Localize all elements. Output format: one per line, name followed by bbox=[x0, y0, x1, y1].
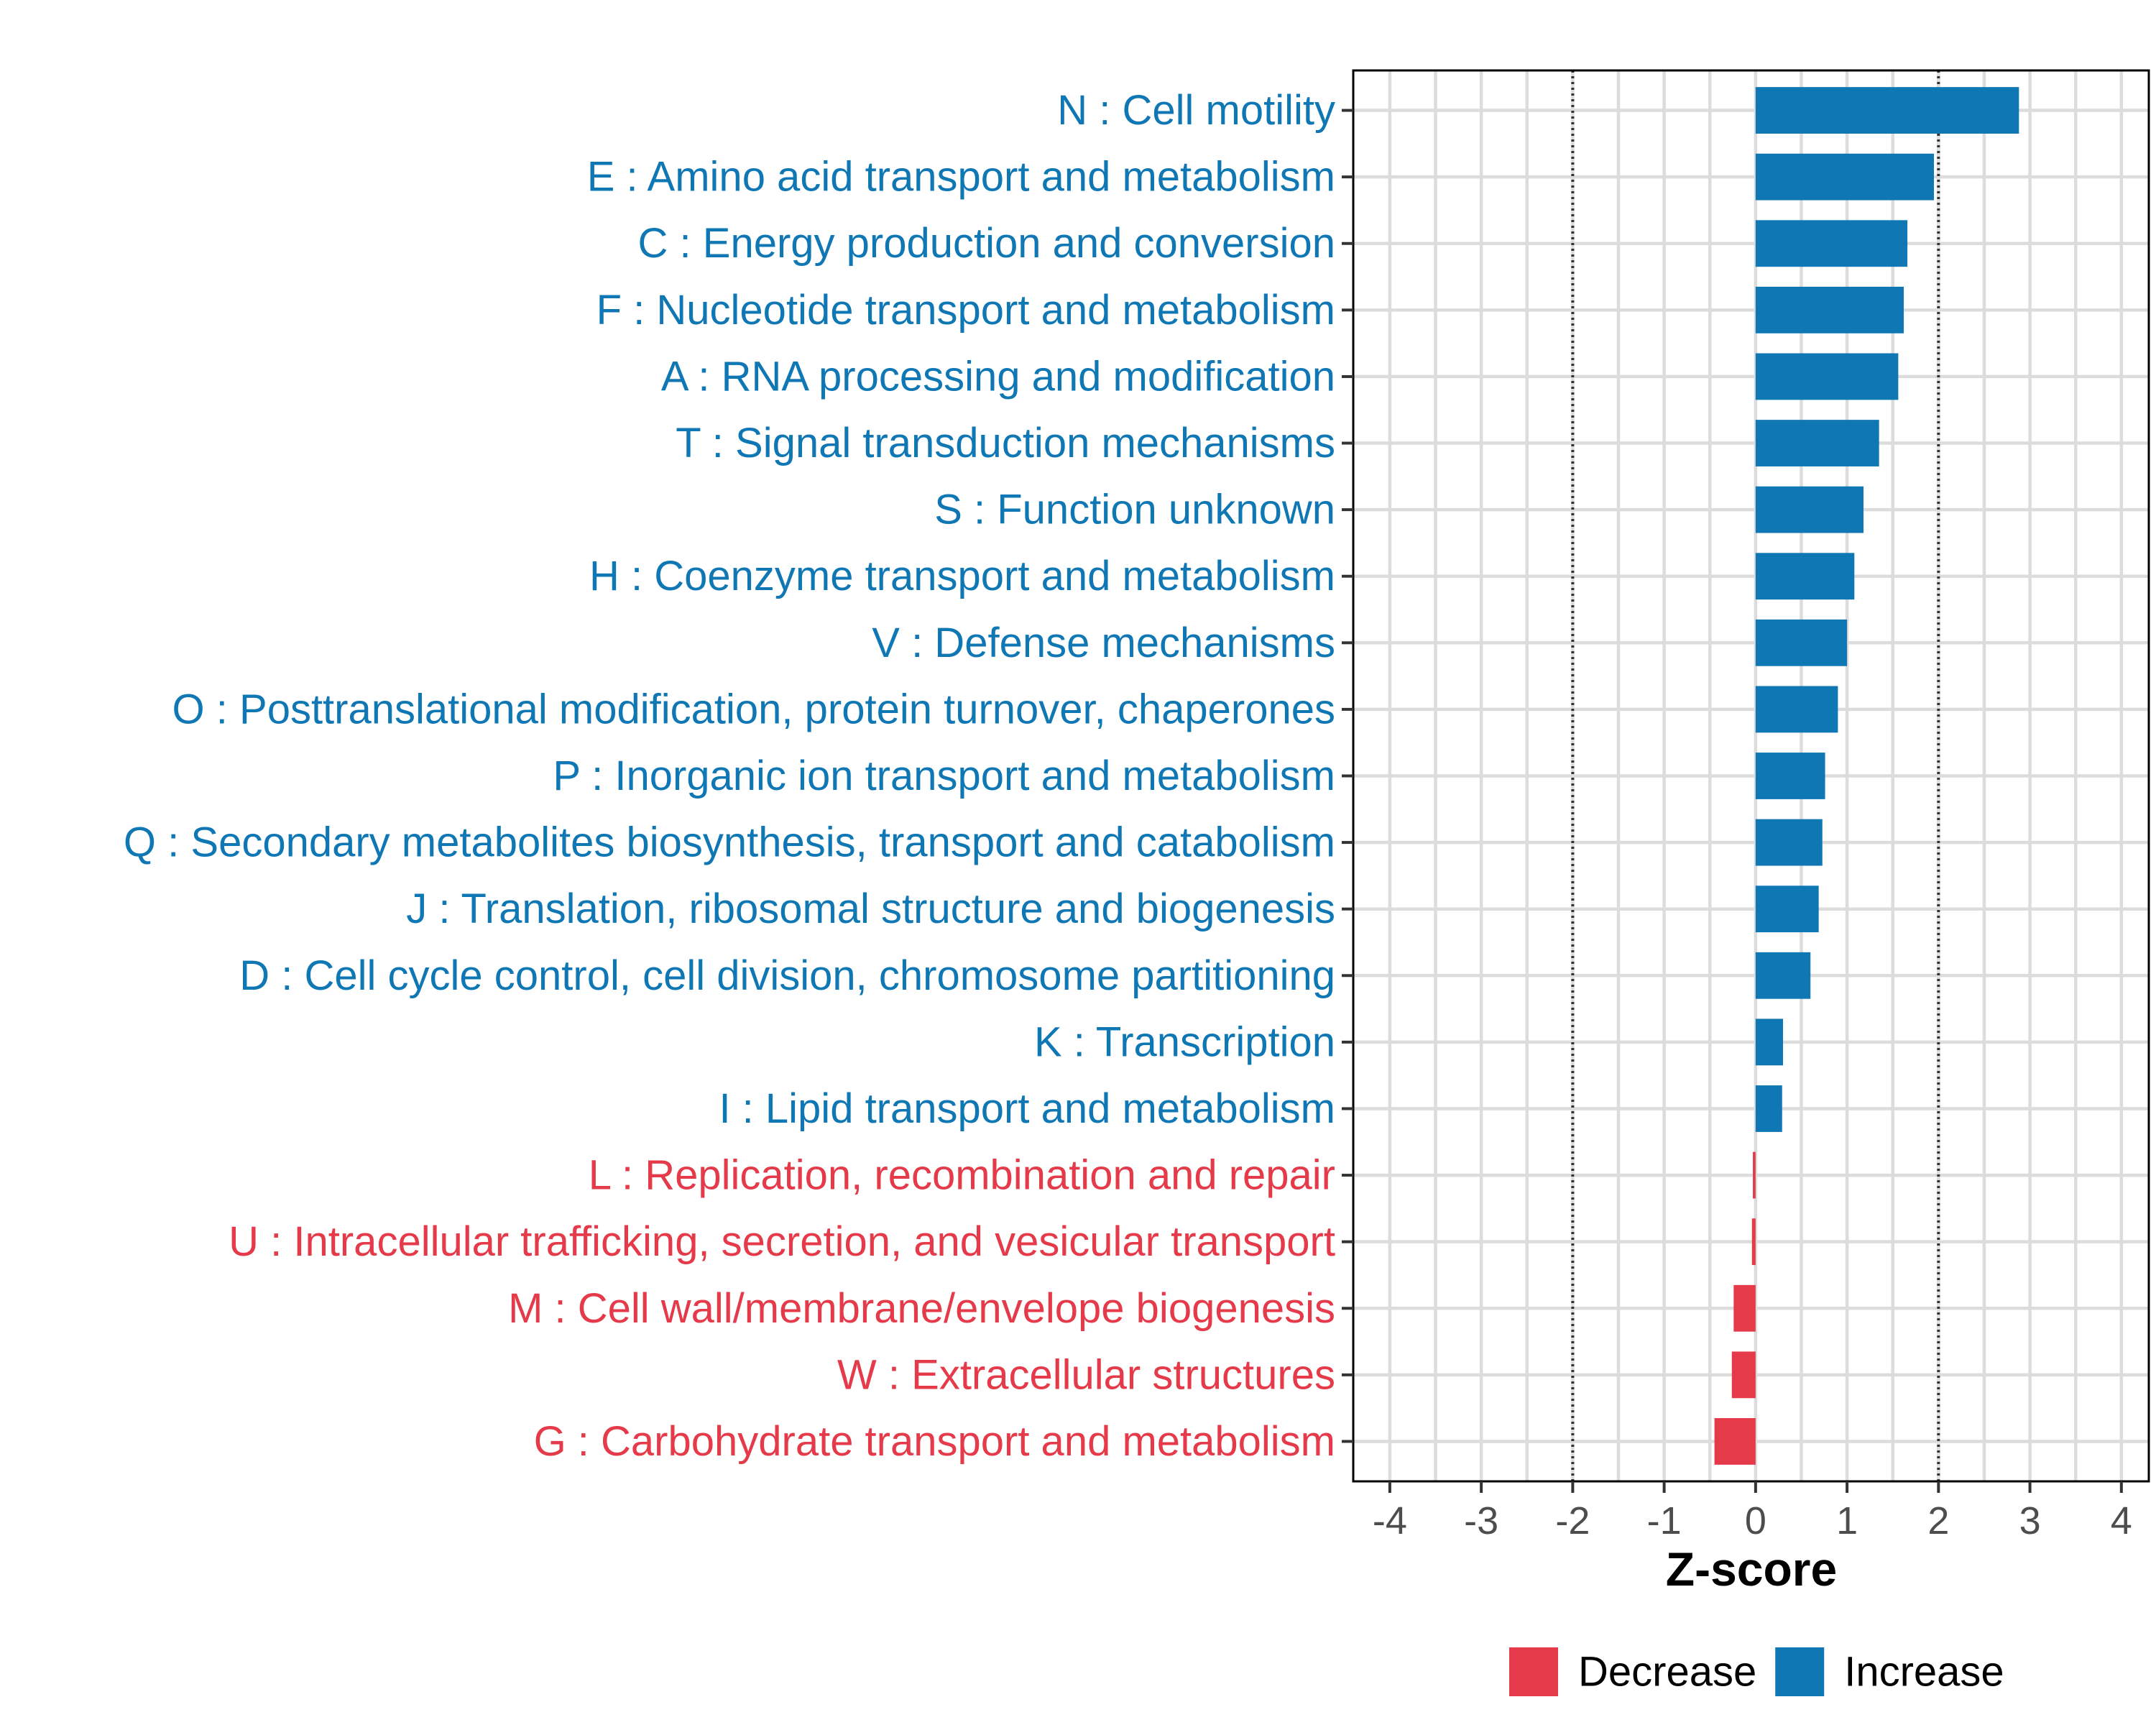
x-tick-label: -3 bbox=[1464, 1499, 1498, 1542]
bar bbox=[1755, 753, 1825, 799]
x-tick-label: 4 bbox=[2111, 1499, 2132, 1542]
bar bbox=[1755, 886, 1819, 933]
category-label: T : Signal transduction mechanisms bbox=[676, 420, 1335, 466]
bar bbox=[1755, 87, 2019, 134]
bar bbox=[1731, 1351, 1756, 1399]
x-tick-label: 1 bbox=[1836, 1499, 1858, 1542]
category-label: U : Intracellular trafficking, secretion… bbox=[229, 1218, 1335, 1265]
bar bbox=[1714, 1418, 1756, 1465]
category-label: I : Lipid transport and metabolism bbox=[719, 1085, 1335, 1132]
x-axis-title: Z-score bbox=[1666, 1542, 1837, 1596]
bar bbox=[1751, 1218, 1756, 1266]
bar bbox=[1755, 553, 1855, 600]
y-axis: N : Cell motility E : Amino acid transpor… bbox=[124, 87, 1353, 1465]
bar bbox=[1755, 153, 1934, 201]
category-label: E : Amino acid transport and metabolism bbox=[587, 154, 1335, 201]
legend-label: Increase bbox=[1844, 1649, 2004, 1696]
x-tick-label: 0 bbox=[1745, 1499, 1766, 1542]
bar bbox=[1733, 1284, 1756, 1332]
bar bbox=[1755, 1085, 1782, 1132]
category-label: W : Extracellular structures bbox=[837, 1351, 1335, 1398]
category-label: L : Replication, recombination and repai… bbox=[589, 1152, 1335, 1199]
category-label: N : Cell motility bbox=[1057, 87, 1335, 134]
category-label: K : Transcription bbox=[1034, 1018, 1335, 1065]
category-label: J : Translation, ribosomal structure and… bbox=[406, 886, 1335, 932]
bar bbox=[1755, 420, 1879, 466]
category-label: H : Coenzyme transport and metabolism bbox=[589, 553, 1335, 599]
grid-layer bbox=[1353, 70, 2149, 1481]
x-tick-label: 2 bbox=[1927, 1499, 1949, 1542]
category-label: F : Nucleotide transport and metabolism bbox=[596, 287, 1335, 334]
x-tick-label: -4 bbox=[1373, 1499, 1407, 1542]
x-tick-label: -1 bbox=[1647, 1499, 1682, 1542]
legend-label: Decrease bbox=[1578, 1649, 1756, 1696]
category-label: O : Posttranslational modification, prot… bbox=[172, 686, 1335, 732]
legend-swatch bbox=[1509, 1647, 1558, 1696]
bar bbox=[1755, 686, 1838, 733]
legend: Decrease Increase bbox=[1509, 1647, 2004, 1696]
category-label: G : Carbohydrate transport and metabolis… bbox=[534, 1418, 1335, 1465]
bar bbox=[1753, 1151, 1756, 1199]
x-tick-label: 3 bbox=[2019, 1499, 2041, 1542]
x-axis: -4 -3 -2 -1 0 1 2 3 4 bbox=[1373, 1481, 2132, 1542]
bar bbox=[1755, 220, 1908, 267]
category-label: M : Cell wall/membrane/envelope biogenes… bbox=[508, 1285, 1335, 1332]
category-label: S : Function unknown bbox=[934, 487, 1335, 533]
x-tick-label: -2 bbox=[1555, 1499, 1590, 1542]
category-label: D : Cell cycle control, cell division, c… bbox=[239, 952, 1335, 999]
bar bbox=[1755, 1018, 1784, 1066]
category-label: Q : Secondary metabolites biosynthesis, … bbox=[124, 819, 1335, 866]
bar-layer bbox=[1714, 87, 2019, 1465]
bar bbox=[1755, 286, 1904, 334]
bar bbox=[1755, 952, 1811, 999]
legend-swatch bbox=[1775, 1647, 1825, 1696]
bar bbox=[1755, 353, 1899, 400]
bar bbox=[1755, 819, 1823, 866]
category-label: C : Energy production and conversion bbox=[638, 220, 1335, 267]
category-label: P : Inorganic ion transport and metaboli… bbox=[553, 753, 1335, 799]
category-label: A : RNA processing and modification bbox=[661, 353, 1335, 400]
category-label: V : Defense mechanisms bbox=[872, 620, 1335, 666]
bar bbox=[1755, 486, 1864, 533]
bar bbox=[1755, 619, 1848, 666]
